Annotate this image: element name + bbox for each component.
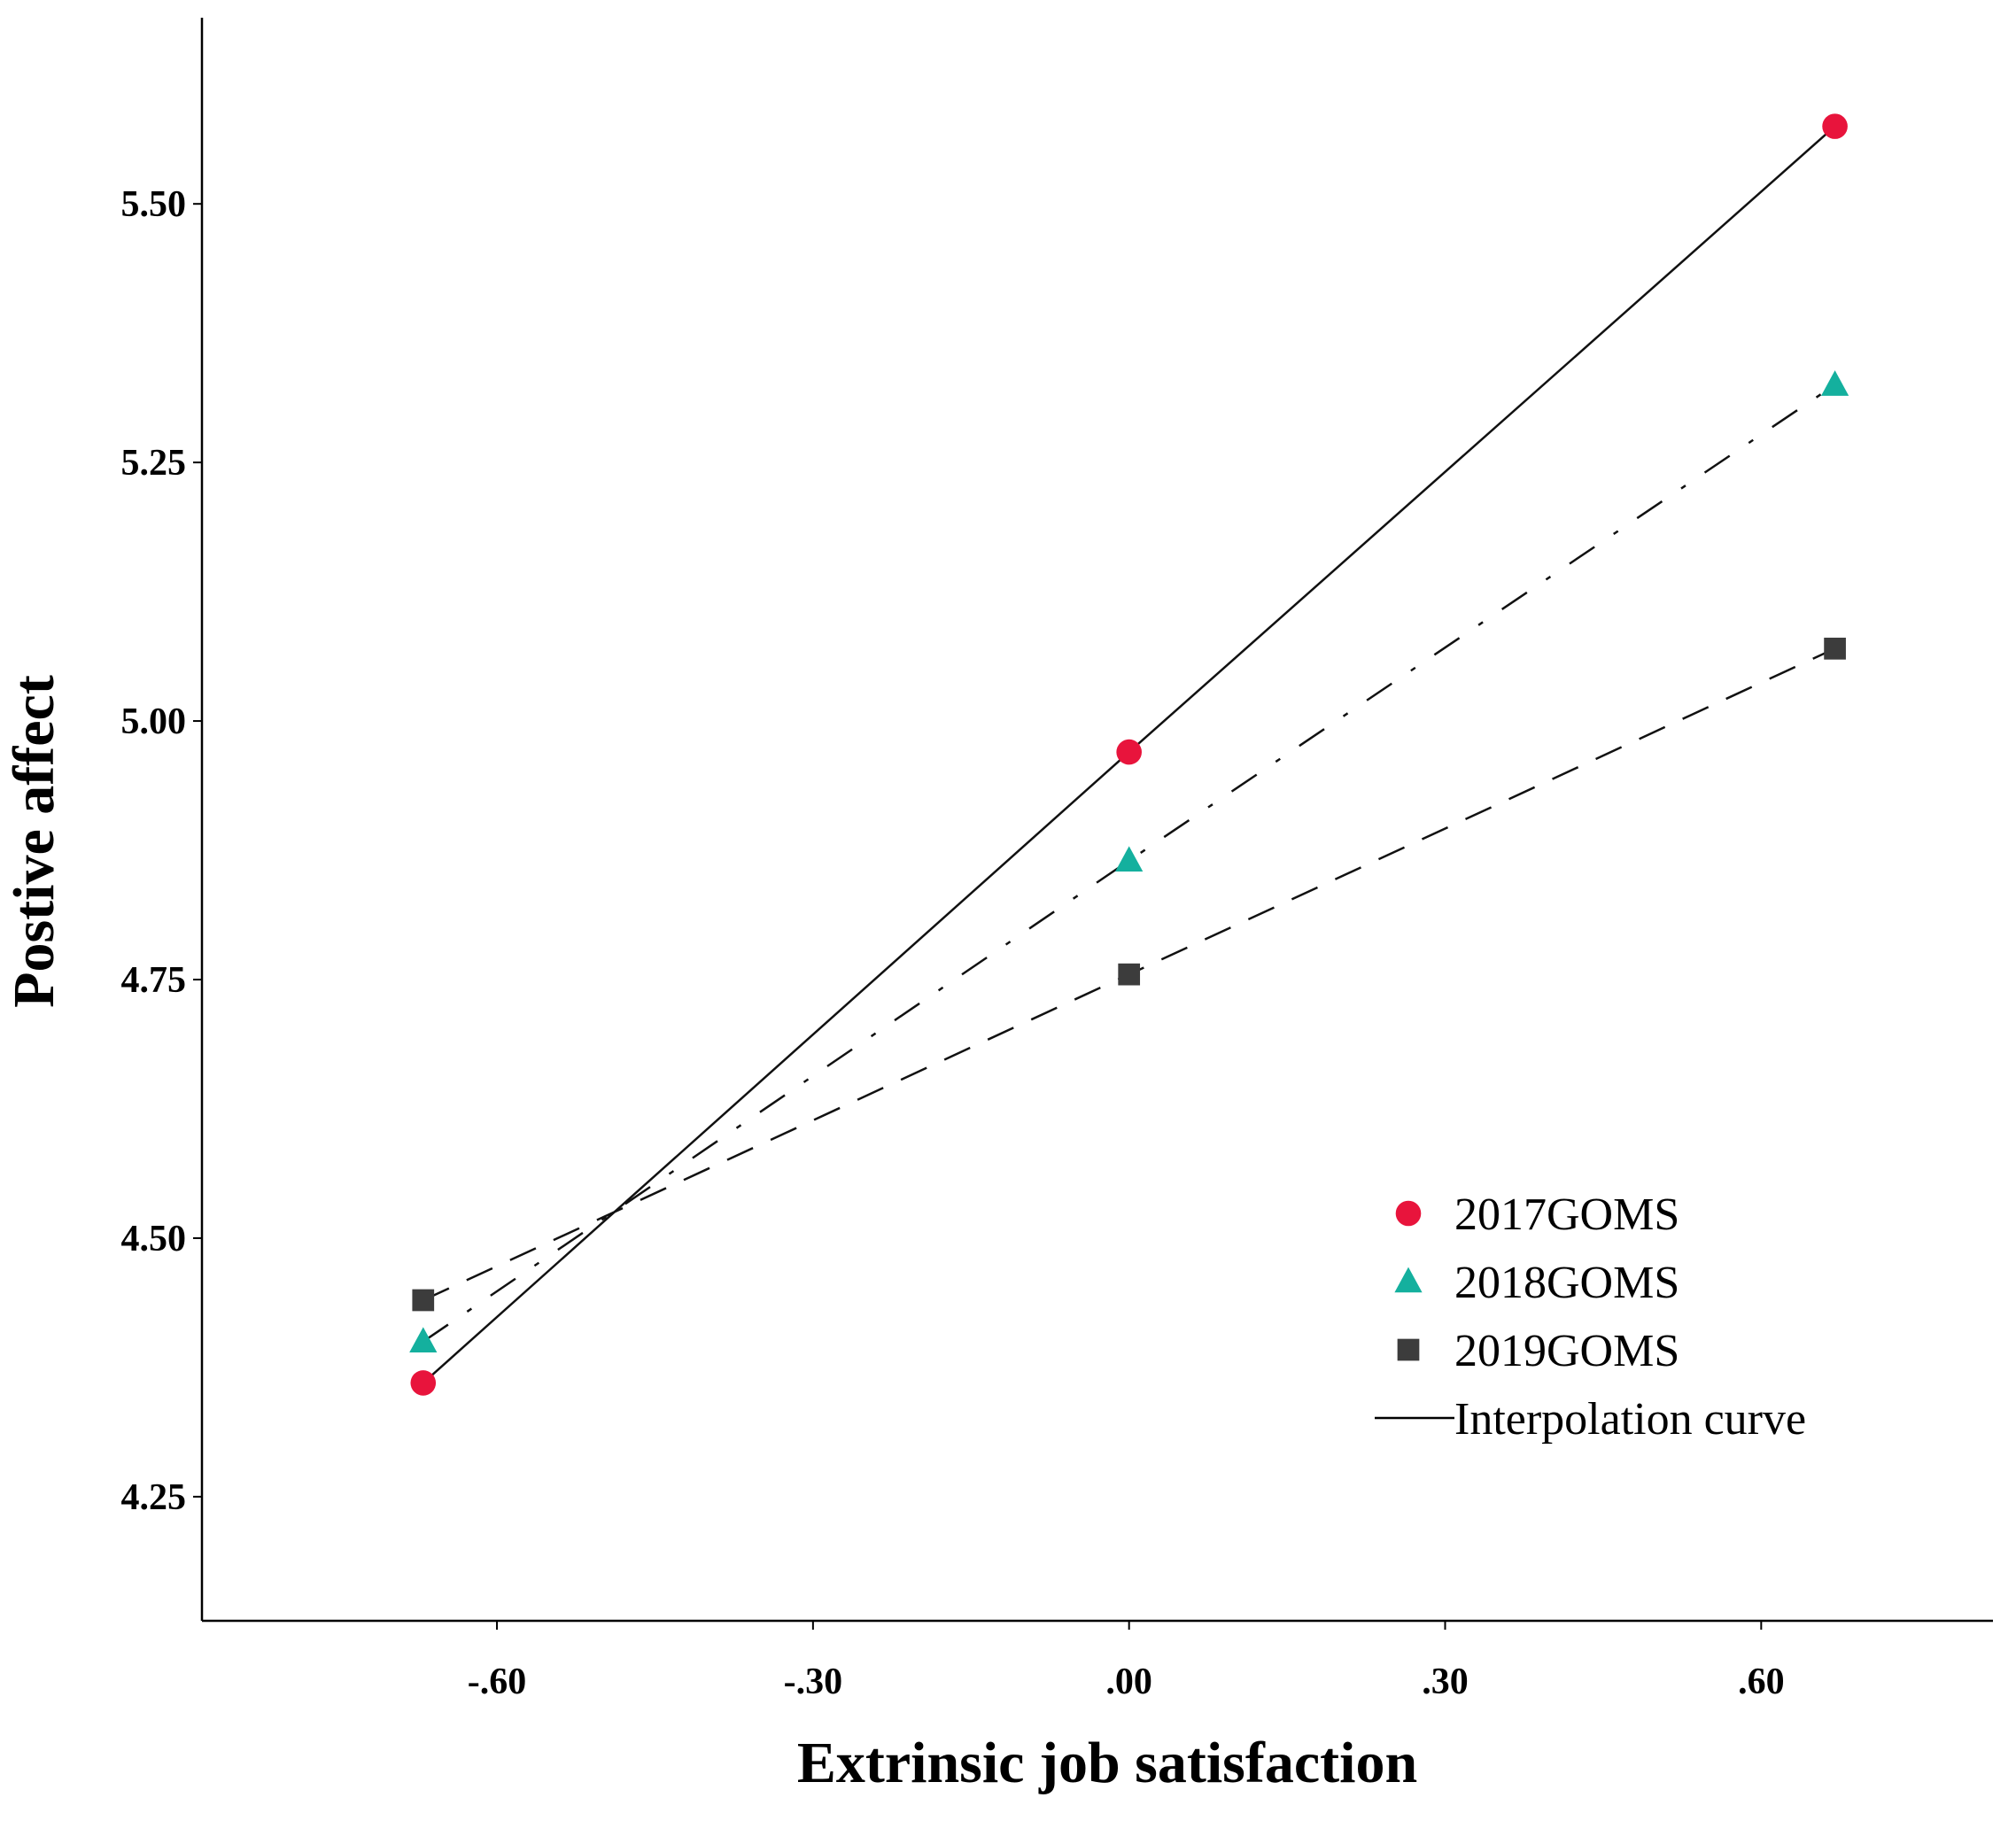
data-point-2017GOMS xyxy=(1116,739,1142,765)
x-tick-label: -.60 xyxy=(468,1662,527,1702)
legend-symbol-2018GOMS xyxy=(1394,1267,1423,1293)
legend-label: 2018GOMS xyxy=(1454,1258,1679,1308)
x-tick-label: -.30 xyxy=(784,1662,843,1702)
legend-symbol-2019GOMS xyxy=(1397,1338,1420,1361)
x-axis-title: Extrinsic job satisfaction xyxy=(797,1731,1417,1795)
y-tick-label: 5.25 xyxy=(121,443,187,484)
data-point-2017GOMS xyxy=(1822,113,1848,139)
y-axis-ticks: 4.25 4.50 4.75 5.00 5.25 5.50 xyxy=(121,184,202,1518)
data-point-2017GOMS xyxy=(410,1370,437,1396)
series-markers xyxy=(409,113,1849,1396)
x-axis-ticks: -.60 -.30 .00 .30 .60 xyxy=(468,1621,1785,1702)
y-tick-label: 4.75 xyxy=(121,960,187,1001)
y-axis-title: Postive affect xyxy=(2,675,66,1008)
legend-label: 2019GOMS xyxy=(1454,1326,1679,1376)
y-tick-label: 4.50 xyxy=(121,1219,187,1259)
legend-symbol-2017GOMS xyxy=(1395,1200,1422,1227)
x-tick-label: .30 xyxy=(1422,1662,1469,1702)
data-point-2018GOMS xyxy=(1820,370,1849,396)
legend-label: Interpolation curve xyxy=(1454,1394,1806,1445)
data-point-2019GOMS xyxy=(412,1289,435,1312)
data-point-2019GOMS xyxy=(1118,963,1141,986)
axes xyxy=(200,18,1993,1623)
x-tick-label: .00 xyxy=(1105,1662,1152,1702)
legend-label: 2017GOMS xyxy=(1454,1189,1679,1240)
y-tick-label: 4.25 xyxy=(121,1477,187,1518)
legend: 2017GOMS 2018GOMS 2019GOMS Interpolation cu… xyxy=(1375,1189,1806,1445)
y-tick-label: 5.50 xyxy=(121,184,187,225)
data-point-2018GOMS xyxy=(409,1327,438,1352)
data-point-2018GOMS xyxy=(1115,846,1144,872)
y-tick-label: 5.00 xyxy=(121,701,187,742)
data-point-2019GOMS xyxy=(1824,637,1846,660)
x-tick-label: .60 xyxy=(1738,1662,1785,1702)
